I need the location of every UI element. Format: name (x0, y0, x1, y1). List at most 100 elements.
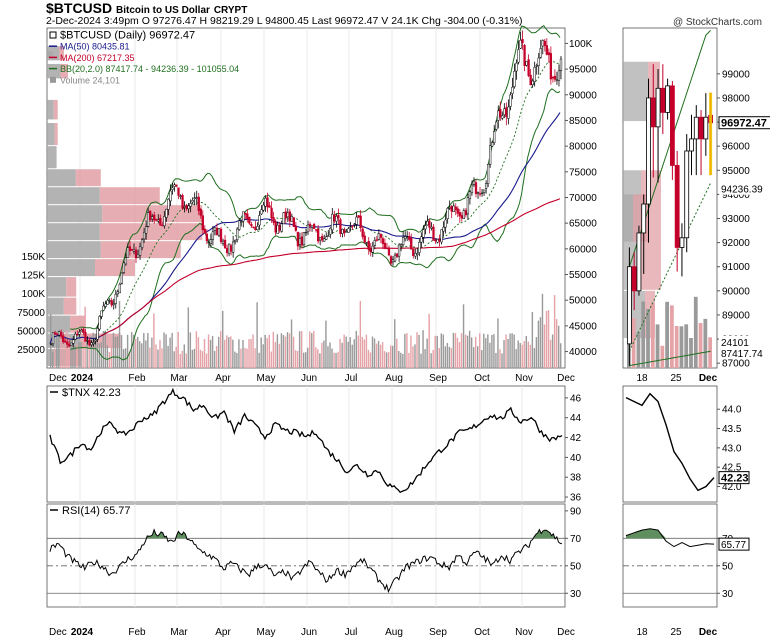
zoom-x-label-top: 18 (636, 373, 648, 384)
volume-tag-bg (719, 336, 770, 348)
x-tick-label-bottom: Dec (557, 627, 575, 638)
candle-body (191, 200, 194, 203)
candle-body (153, 214, 156, 221)
volume-bar (485, 338, 487, 368)
volume-bar (96, 330, 98, 368)
volume-bar (341, 342, 343, 368)
volume-bar (137, 336, 139, 368)
volume-bar (547, 310, 550, 368)
vbp-bar-up (47, 297, 64, 315)
candle-body (499, 109, 502, 118)
volume-bar (385, 352, 388, 368)
volume-bar (543, 324, 546, 368)
volume-bar (62, 343, 64, 368)
candle-body (549, 53, 553, 80)
candle-body (104, 303, 107, 307)
volume-bar (173, 351, 175, 368)
candle-body (321, 236, 324, 241)
x-tick-label-bottom: 2024 (71, 627, 94, 638)
candle-body (74, 333, 77, 340)
candle-body (401, 237, 405, 246)
candle-body (333, 214, 336, 222)
volume-bar (487, 334, 489, 368)
volume-bar (404, 333, 406, 368)
candle-body (458, 212, 461, 217)
candle-body (100, 310, 103, 317)
zoom-price-tick-label: 89000 (722, 310, 750, 321)
vbp-bar-up (47, 63, 61, 79)
bb-upper-line (70, 25, 561, 330)
zoom-volume-bar (641, 301, 646, 368)
volume-bar (98, 343, 100, 368)
volume-tag: 24101 (721, 338, 749, 349)
candle-body (399, 244, 403, 247)
candle-body (452, 205, 455, 212)
zoom-candle-body (674, 165, 680, 248)
volume-bar (319, 353, 321, 368)
zoom-volume-bar (703, 318, 708, 368)
x-axis: Dec Dec 2024 2024 Feb Feb Mar Mar Apr Apr May May Ju… (49, 373, 575, 638)
volume-tick-label: 50000 (17, 326, 45, 337)
candle-body (314, 229, 318, 231)
volume-bar (426, 338, 428, 368)
volume-bar (304, 352, 307, 368)
volume-bar (300, 331, 303, 368)
candle-body (414, 252, 417, 257)
candle-body (236, 228, 239, 241)
zoom-candle-body (684, 150, 690, 239)
candle-body (337, 214, 340, 219)
candle-body (244, 212, 247, 215)
candle-body (270, 207, 273, 219)
candle-body (501, 115, 504, 119)
candle-body (511, 86, 514, 94)
zoom-volume-bar (636, 332, 641, 368)
candle-body (537, 57, 540, 66)
candle-body (478, 193, 482, 195)
volume-tick-label: 25000 (17, 345, 45, 356)
volume-bar (428, 313, 430, 368)
volume-bar (110, 345, 113, 368)
x-tick-label-bottom: Apr (215, 627, 231, 638)
candle-body (539, 48, 542, 58)
volume-bar (238, 339, 240, 368)
volume-bar (420, 353, 422, 368)
candle-body (147, 212, 150, 227)
volume-bar (224, 339, 226, 368)
tnx-tick-label: 42 (570, 433, 582, 444)
volume-bar (468, 330, 471, 368)
candle-body (84, 331, 87, 342)
volume-bar (379, 344, 382, 368)
legend-entry: $BTCUSD (Daily) 96972.47 (60, 30, 195, 42)
volume-bar (141, 343, 143, 368)
candle-body (355, 216, 358, 225)
zoom-volume-bar (650, 303, 655, 368)
zoom-volume-bar (693, 296, 698, 368)
volume-bar (311, 333, 313, 368)
volume-bar (351, 344, 353, 368)
candle-body (209, 239, 213, 244)
volume-bar (519, 342, 521, 368)
panel-frame (622, 503, 718, 608)
volume-bar (234, 351, 236, 368)
candle-body (126, 247, 130, 258)
volume-bar (242, 340, 244, 368)
candle-body (195, 197, 198, 199)
candle-body (389, 256, 393, 264)
last-price-tag: 96972.47 (721, 118, 767, 130)
candle-body (460, 215, 463, 219)
vbp-bar-down (53, 99, 58, 120)
candle-body (278, 224, 281, 231)
candle-body (298, 237, 302, 245)
zoom-tnx-tick-label: 42.0 (722, 482, 742, 493)
candle-body (124, 257, 128, 265)
candle-body (343, 229, 346, 234)
x-tick-label-top: Oct (474, 373, 490, 384)
volume-bar (489, 342, 491, 368)
volume-bar (222, 310, 224, 368)
vbp-bar-down (70, 315, 86, 333)
candle-body (454, 206, 457, 211)
volume-bar (424, 349, 426, 368)
volume-bar (495, 352, 497, 368)
volume-bar (470, 337, 473, 368)
zoom-volume-bar (646, 308, 650, 368)
